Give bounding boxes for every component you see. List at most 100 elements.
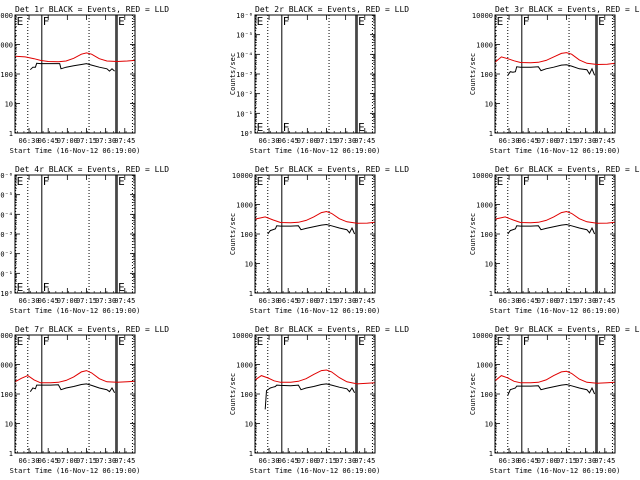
y-tick-label: 10 bbox=[5, 101, 13, 109]
detector-panel-5: Det 5r BLACK = Events, RED = LLD 1 10 100 10… bbox=[229, 165, 409, 315]
marker-label-top: E bbox=[257, 175, 264, 188]
x-tick-label: 07:45 bbox=[354, 297, 375, 305]
marker-label-top: F bbox=[43, 175, 50, 188]
x-tick-label: 06:45 bbox=[38, 457, 59, 465]
y-tick-label: 10⁻² bbox=[236, 91, 253, 99]
y-tick-label: 100 bbox=[480, 71, 493, 79]
x-tick-label: 07:30 bbox=[335, 137, 356, 145]
marker-label-bottom: E bbox=[17, 281, 24, 294]
x-tick-label: 07:30 bbox=[95, 137, 116, 145]
detector-panel-6: Det 6r BLACK = Events, RED = LLD 1 10 100 10… bbox=[469, 165, 640, 315]
y-tick-label: 1 bbox=[249, 450, 253, 458]
y-tick-label: 10000 bbox=[0, 332, 13, 340]
y-tick-label: 100 bbox=[240, 231, 253, 239]
y-tick-label: 1 bbox=[9, 130, 13, 138]
marker-label-top: E bbox=[118, 335, 125, 348]
panel-title: Det 6r BLACK = Events, RED = LLD bbox=[495, 165, 640, 174]
y-tick-label: 10⁰ bbox=[240, 130, 253, 138]
detector-panel-1: Det 1r BLACK = Events, RED = LLD 1 10 100 10… bbox=[0, 5, 169, 155]
y-tick-label: 1000 bbox=[0, 42, 13, 50]
y-tick-label: 1000 bbox=[0, 362, 13, 370]
y-tick-label: 10⁻¹ bbox=[236, 110, 253, 118]
y-tick-label: 10000 bbox=[472, 172, 493, 180]
marker-label-top: E bbox=[497, 15, 504, 28]
marker-label-top: E bbox=[358, 175, 365, 188]
x-tick-label: 07:30 bbox=[335, 297, 356, 305]
x-tick-label: 07:30 bbox=[95, 457, 116, 465]
y-tick-label: 10 bbox=[245, 421, 253, 429]
y-tick-label: 100 bbox=[0, 71, 13, 79]
x-tick-label: 07:45 bbox=[114, 457, 135, 465]
y-tick-label: 1 bbox=[489, 450, 493, 458]
y-tick-label: 100 bbox=[0, 391, 13, 399]
x-tick-label: 06:30 bbox=[499, 457, 520, 465]
y-tick-label: 1000 bbox=[476, 362, 493, 370]
x-tick-label: 06:45 bbox=[38, 297, 59, 305]
y-tick-label: 10⁻⁵ bbox=[236, 32, 253, 40]
x-tick-label: 06:45 bbox=[518, 137, 539, 145]
marker-label-top: E bbox=[257, 15, 264, 28]
x-tick-label: 07:45 bbox=[354, 457, 375, 465]
plot-frame bbox=[14, 174, 136, 294]
x-tick-label: 07:00 bbox=[57, 137, 78, 145]
x-tick-label: 07:45 bbox=[594, 137, 615, 145]
x-tick-label: 07:30 bbox=[575, 297, 596, 305]
x-tick-label: 07:30 bbox=[575, 457, 596, 465]
y-tick-label: 10⁰ bbox=[0, 290, 13, 298]
marker-label-top: F bbox=[43, 335, 50, 348]
panel-title: Det 9r BLACK = Events, RED = LLD bbox=[495, 325, 640, 334]
x-tick-label: 07:45 bbox=[114, 137, 135, 145]
marker-label-top: E bbox=[598, 175, 605, 188]
marker-label-top: E bbox=[257, 335, 264, 348]
series-events-line bbox=[29, 383, 116, 394]
y-tick-label: 10⁻⁴ bbox=[0, 211, 13, 219]
marker-label-top: F bbox=[523, 335, 530, 348]
x-tick-label: 06:45 bbox=[278, 297, 299, 305]
y-tick-label: 10⁻³ bbox=[236, 71, 253, 79]
series-events-line bbox=[507, 223, 596, 235]
marker-label-top: E bbox=[118, 15, 125, 28]
y-axis-label: Counts/sec bbox=[229, 53, 237, 95]
x-tick-label: 07:45 bbox=[594, 297, 615, 305]
y-tick-label: 100 bbox=[480, 391, 493, 399]
x-tick-label: 06:45 bbox=[278, 457, 299, 465]
marker-label-top: F bbox=[283, 15, 290, 28]
marker-label-top: F bbox=[283, 175, 290, 188]
plot-frame bbox=[494, 174, 616, 294]
x-axis-label: Start Time (16-Nov-12 06:19:00) bbox=[10, 467, 141, 475]
y-tick-label: 10 bbox=[485, 101, 493, 109]
panel-title: Det 5r BLACK = Events, RED = LLD bbox=[255, 165, 409, 174]
series-lld-line bbox=[494, 52, 616, 66]
plot-frame bbox=[254, 174, 376, 294]
marker-label-top: F bbox=[523, 15, 530, 28]
y-tick-label: 10⁻³ bbox=[0, 231, 13, 239]
x-axis-label: Start Time (16-Nov-12 06:19:00) bbox=[250, 147, 381, 155]
x-axis-label: Start Time (16-Nov-12 06:19:00) bbox=[490, 147, 621, 155]
detector-panel-7: Det 7r BLACK = Events, RED = LLD 1 10 100 10… bbox=[0, 325, 169, 475]
marker-label-top: E bbox=[17, 335, 24, 348]
detector-panel-9: Det 9r BLACK = Events, RED = LLD 1 10 100 10… bbox=[469, 325, 640, 475]
x-tick-label: 06:45 bbox=[278, 137, 299, 145]
x-tick-label: 07:00 bbox=[297, 297, 318, 305]
y-tick-label: 10⁻⁶ bbox=[236, 12, 253, 20]
x-tick-label: 07:15 bbox=[316, 457, 337, 465]
y-tick-label: 1 bbox=[9, 450, 13, 458]
series-lld-line bbox=[14, 52, 136, 63]
series-events-line bbox=[507, 64, 596, 76]
detector-panel-3: Det 3r BLACK = Events, RED = LLD 1 10 100 10… bbox=[469, 5, 640, 155]
marker-label-top: E bbox=[118, 175, 125, 188]
x-tick-label: 07:00 bbox=[537, 457, 558, 465]
x-tick-label: 06:30 bbox=[19, 137, 40, 145]
marker-label-bottom: F bbox=[283, 121, 290, 134]
marker-label-bottom: E bbox=[118, 281, 125, 294]
detector-panel-4: Det 4r BLACK = Events, RED = LLD 10⁰ 10⁻¹ 1… bbox=[0, 165, 169, 315]
panel-title: Det 2r BLACK = Events, RED = LLD bbox=[255, 5, 409, 14]
series-lld-line bbox=[254, 369, 376, 385]
x-axis-label: Start Time (16-Nov-12 06:19:00) bbox=[250, 307, 381, 315]
x-tick-label: 06:45 bbox=[518, 457, 539, 465]
x-tick-label: 07:15 bbox=[76, 457, 97, 465]
y-tick-label: 10000 bbox=[472, 332, 493, 340]
series-events-line bbox=[267, 223, 356, 235]
series-lld-line bbox=[254, 210, 376, 224]
